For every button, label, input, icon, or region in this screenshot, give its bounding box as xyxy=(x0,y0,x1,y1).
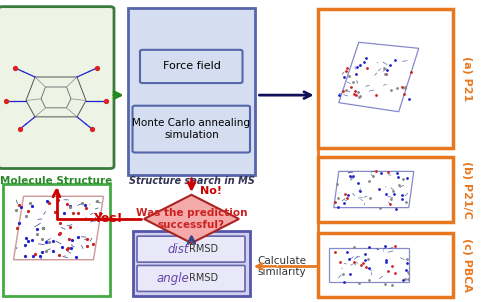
FancyBboxPatch shape xyxy=(132,106,250,153)
FancyBboxPatch shape xyxy=(0,7,114,169)
Text: Calculate
similarity: Calculate similarity xyxy=(258,255,306,277)
Text: RMSD: RMSD xyxy=(189,273,218,284)
Text: RMSD: RMSD xyxy=(189,244,218,254)
FancyBboxPatch shape xyxy=(137,265,245,291)
Text: Structure search in MS: Structure search in MS xyxy=(128,176,254,186)
Text: angle: angle xyxy=(156,272,189,285)
Polygon shape xyxy=(144,195,239,243)
Text: Was the prediction
successful?: Was the prediction successful? xyxy=(136,208,247,230)
Text: (c) PBCA: (c) PBCA xyxy=(462,238,472,292)
FancyBboxPatch shape xyxy=(132,231,250,296)
FancyBboxPatch shape xyxy=(137,236,245,262)
FancyBboxPatch shape xyxy=(128,8,255,175)
Text: Monte Carlo annealing
simulation: Monte Carlo annealing simulation xyxy=(132,118,250,140)
Text: dist: dist xyxy=(168,243,189,256)
Text: Yes!: Yes! xyxy=(93,212,122,226)
Text: (b) P21/C: (b) P21/C xyxy=(462,161,472,219)
Text: No!: No! xyxy=(200,186,222,196)
Text: (a) P21: (a) P21 xyxy=(462,56,472,101)
Text: Molecule Structure: Molecule Structure xyxy=(0,176,112,186)
Text: Force field: Force field xyxy=(162,61,220,72)
FancyBboxPatch shape xyxy=(140,50,242,83)
